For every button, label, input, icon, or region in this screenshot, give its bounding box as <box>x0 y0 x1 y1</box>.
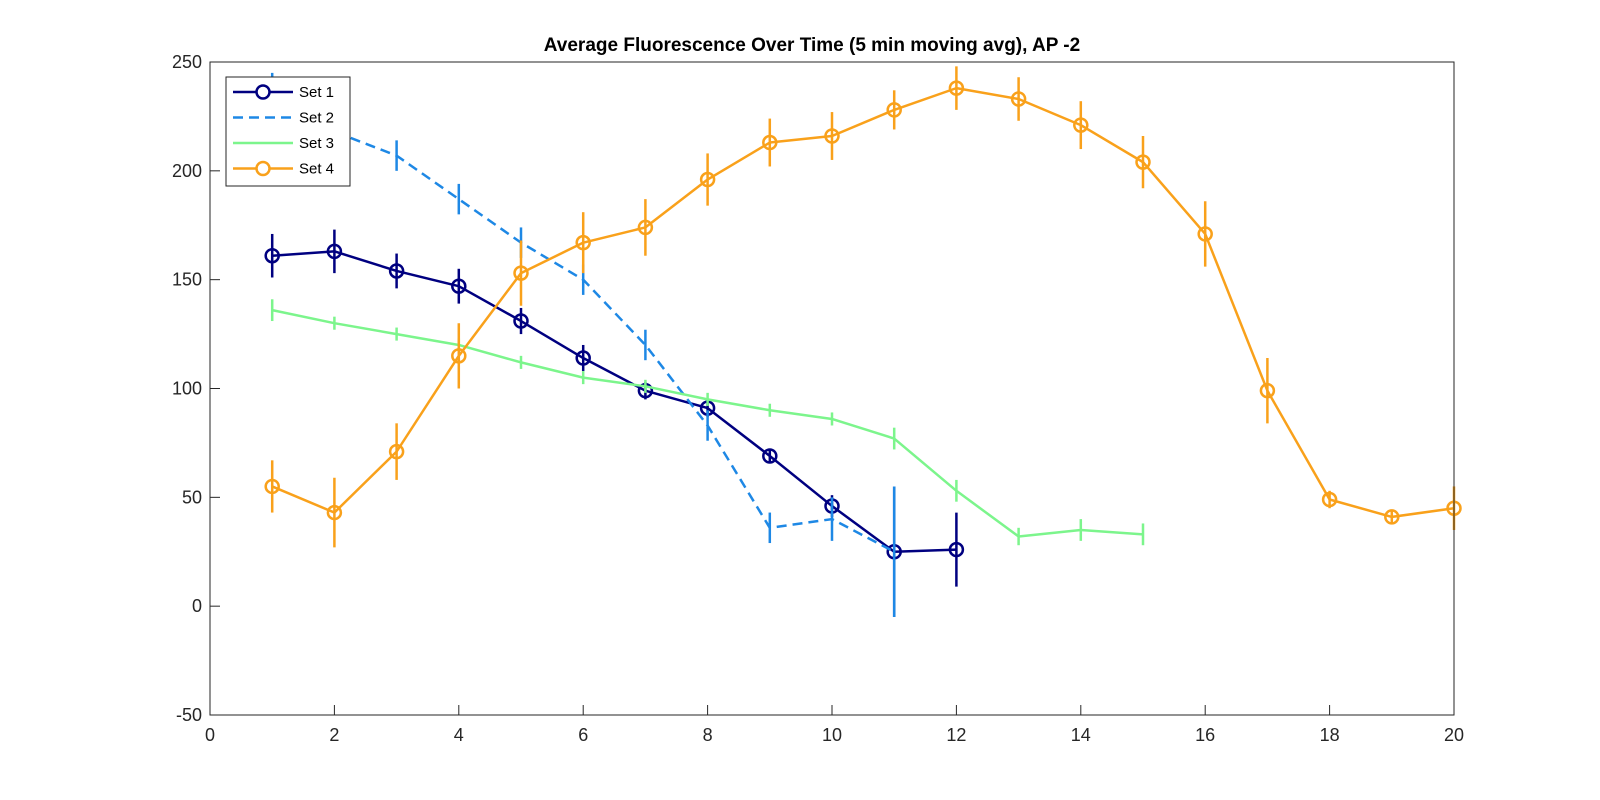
data-point <box>762 134 778 151</box>
legend-entry-set-1: Set 1 <box>233 84 334 101</box>
data-point <box>1197 226 1213 242</box>
data-point <box>451 348 467 364</box>
data-point <box>388 263 405 279</box>
legend-entry-set-3: Set 3 <box>233 135 334 152</box>
data-point <box>1135 154 1151 170</box>
legend-label: Set 3 <box>299 135 334 152</box>
data-point <box>326 504 343 521</box>
data-point <box>1384 509 1400 525</box>
data-point <box>451 278 467 294</box>
data-point <box>575 234 591 251</box>
y-tick-label: -50 <box>176 705 202 725</box>
legend-label: Set 1 <box>299 84 334 101</box>
legend-marker <box>255 84 271 100</box>
x-tick-label: 4 <box>454 725 464 745</box>
y-tick-label: 250 <box>172 52 202 72</box>
series-set-1 <box>264 229 965 618</box>
data-point <box>1259 382 1276 399</box>
legend: Set 1 Set 2 Set 3 Set 4 <box>225 76 351 187</box>
series-set-3 <box>270 299 1145 546</box>
x-axis: 0 2 4 6 8 10 12 14 16 18 20 <box>205 705 1464 745</box>
y-tick-label: 0 <box>192 596 202 616</box>
data-point <box>824 128 840 144</box>
legend-entry-set-2: Set 2 <box>233 110 334 127</box>
series-line <box>271 86 1455 519</box>
data-point <box>886 102 902 118</box>
y-axis: -50 0 50 100 150 200 250 <box>172 52 220 725</box>
x-tick-label: 2 <box>329 725 339 745</box>
x-tick-label: 12 <box>946 725 966 745</box>
data-point <box>513 313 529 329</box>
legend-entry-set-4: Set 4 <box>233 161 334 178</box>
data-point <box>699 171 716 188</box>
data-point <box>264 478 280 495</box>
y-tick-label: 50 <box>182 487 202 507</box>
data-point <box>948 541 965 558</box>
data-point <box>1073 117 1089 133</box>
y-tick-label: 100 <box>172 379 202 399</box>
x-tick-label: 16 <box>1195 725 1215 745</box>
data-point <box>1321 491 1338 508</box>
data-point <box>637 219 654 236</box>
data-point <box>264 247 280 264</box>
series-layer <box>264 66 1462 618</box>
data-point <box>762 448 778 464</box>
y-tick-label: 150 <box>172 270 202 290</box>
x-tick-label: 10 <box>822 725 842 745</box>
x-tick-label: 18 <box>1320 725 1340 745</box>
y-tick-label: 200 <box>172 161 202 181</box>
data-point <box>326 243 343 260</box>
legend-marker <box>255 160 271 177</box>
legend-label: Set 4 <box>299 161 334 178</box>
series-line <box>272 250 957 553</box>
x-tick-label: 14 <box>1071 725 1091 745</box>
chart-title: Average Fluorescence Over Time (5 min mo… <box>544 35 1080 56</box>
data-point <box>1010 91 1027 107</box>
data-point <box>948 80 965 96</box>
series-set-4 <box>264 66 1462 548</box>
data-point <box>513 265 529 281</box>
data-point <box>388 443 405 460</box>
data-point <box>575 350 591 366</box>
legend-label: Set 2 <box>299 110 334 127</box>
x-tick-label: 20 <box>1444 725 1464 745</box>
x-tick-label: 0 <box>205 725 215 745</box>
x-tick-label: 6 <box>578 725 588 745</box>
x-tick-label: 8 <box>703 725 713 745</box>
